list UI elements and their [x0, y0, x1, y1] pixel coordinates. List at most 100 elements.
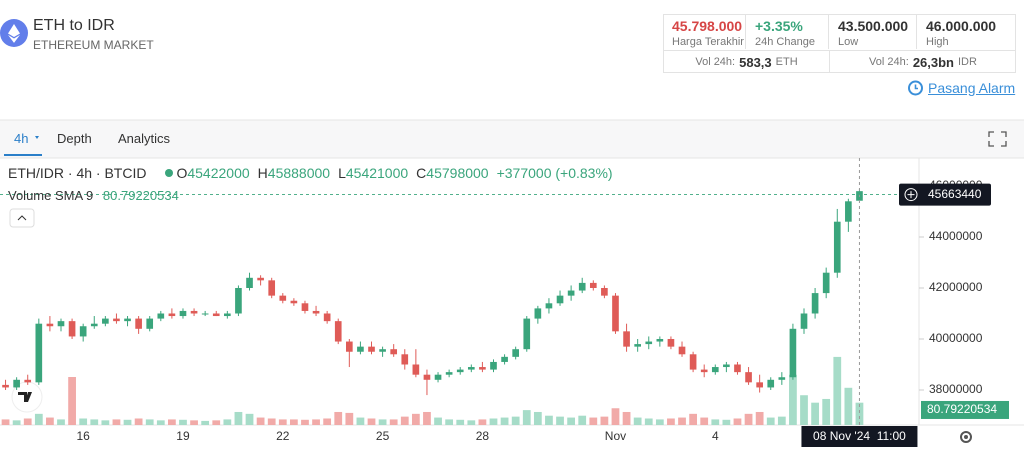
o-label: O [176, 165, 188, 181]
candle-body [512, 349, 519, 357]
x-tick-label: 28 [476, 429, 490, 443]
volume-bar [434, 417, 442, 425]
stat-cell: 43.500.000 Low [830, 15, 917, 49]
candle-body [135, 318, 142, 329]
volume-bar [755, 411, 764, 425]
volume-bar [12, 420, 21, 425]
candle-body [24, 379, 32, 383]
candle-body [401, 354, 409, 365]
volume-bar [378, 419, 387, 425]
tab[interactable]: 4h [14, 131, 29, 146]
candle-body [578, 282, 586, 291]
volume-bar [190, 420, 198, 425]
volume-bar [545, 415, 553, 425]
volume-bar [578, 415, 587, 425]
candle-body [102, 318, 109, 324]
candle-body [833, 221, 841, 273]
candle-body [113, 318, 120, 322]
stat-label: 24h Change [755, 36, 815, 48]
h-value: 45888000 [267, 165, 331, 181]
tab[interactable]: Depth [57, 131, 92, 146]
volume-label: Vol 24h: [869, 56, 909, 68]
candle-body [346, 341, 353, 352]
candle-body [523, 318, 531, 350]
volume-unit: ETH [775, 56, 798, 68]
volume-bar [833, 356, 842, 425]
toolbar-bg [0, 120, 1024, 158]
candle-body [79, 326, 87, 337]
volume-bar [123, 419, 132, 425]
candle-body [90, 323, 98, 327]
stat-value: +3.35% [755, 18, 803, 34]
candle-body [800, 313, 808, 329]
dropdown-arrow[interactable] [35, 136, 39, 139]
candle-body [57, 321, 65, 327]
volume-bar [23, 418, 32, 425]
y-tick-label: 40000000 [929, 331, 983, 345]
volume-bar [423, 411, 431, 425]
candle-body [179, 310, 187, 317]
candle-body [146, 318, 154, 329]
crosshair-plus-mark [907, 191, 915, 199]
tv-logo-mark [18, 392, 32, 402]
volume-bar [678, 417, 686, 425]
volume-bar [46, 417, 54, 425]
volume-bar [489, 418, 498, 425]
volume-bar [345, 412, 354, 425]
tab[interactable]: Analytics [118, 131, 171, 146]
volume-bar [844, 387, 853, 425]
volume-bar [589, 417, 598, 425]
candle-body [157, 313, 165, 319]
volume-bar [689, 413, 697, 425]
volume-bar [644, 418, 653, 425]
volume-bar [567, 417, 576, 425]
stat-label: Low [838, 36, 859, 48]
volume-sma-tag [921, 400, 1009, 419]
x-tick-label: 19 [176, 429, 190, 443]
volume-bar [667, 418, 675, 425]
collapse-icon[interactable] [17, 215, 27, 221]
stat-value: 43.500.000 [838, 18, 909, 34]
alarm-icon [908, 80, 923, 96]
candle-body [501, 356, 508, 362]
collapse-button[interactable] [9, 208, 35, 228]
candle-body [534, 308, 542, 319]
volume-bar [445, 419, 454, 425]
c-value: 45798000 [426, 165, 489, 181]
volume-bar [766, 417, 775, 425]
volume-bar [789, 374, 797, 425]
alarm-link[interactable]: Pasang Alarm [907, 79, 1015, 96]
x-tick-label: Nov [605, 429, 626, 443]
candle-body [711, 367, 719, 373]
volume-bar [79, 418, 88, 425]
candle-body [645, 341, 653, 345]
alarm-text[interactable]: Pasang Alarm [928, 79, 1016, 96]
volume-bar [57, 419, 65, 425]
crosshair-price-tag [899, 183, 991, 206]
candle-body [778, 377, 786, 380]
volume-bar [278, 419, 287, 425]
volume-value: 26,3bn [912, 54, 954, 70]
x-tick-label: 4 [712, 429, 719, 443]
candle-body [467, 367, 475, 370]
volume-bar [456, 419, 465, 425]
stats-box: 45.798.000 Harga Terakhir +3.35% 24h Change… [663, 14, 1016, 73]
volume-bar [367, 418, 376, 425]
candle-body [490, 361, 497, 370]
o-value: 45422000 [187, 165, 250, 181]
settings-icon[interactable] [960, 431, 972, 443]
candle-body [612, 295, 619, 332]
volume-bar [223, 419, 232, 425]
volume-cell: Vol 24h: 583,3 ETH [664, 51, 830, 73]
candle-body [257, 277, 264, 281]
volume-unit: IDR [958, 56, 977, 68]
candle-body [190, 310, 198, 314]
volume-bar [744, 413, 753, 425]
volume-bar [34, 413, 43, 425]
l-label: L [338, 165, 346, 181]
volume-bar [145, 419, 154, 425]
candle-body [312, 310, 320, 314]
fullscreen-icon[interactable] [988, 131, 1007, 147]
